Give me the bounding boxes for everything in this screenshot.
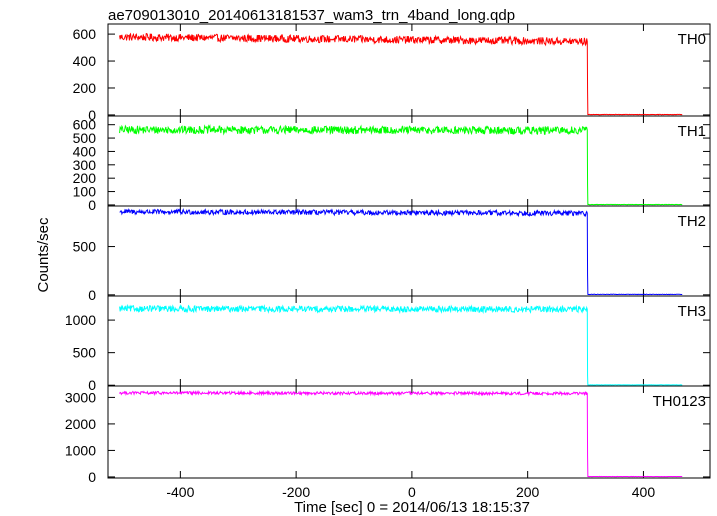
y-tick-label: 0 [88,469,96,485]
y-tick-label: 0 [88,377,96,393]
panel-th0: 0 200 400 600 TH0 [73,23,711,123]
y-tick-label: 1000 [65,312,96,328]
x-axis: -400 -200 0 200 400 [166,484,655,500]
y-tick-label: 100 [73,184,97,200]
y-tick-label: 600 [73,26,97,42]
y-tick-label: 400 [73,53,97,69]
y-tick-label: 1000 [65,442,96,458]
panel-frame [107,205,711,297]
series-line-th1 [119,123,683,206]
series-label: TH0123 [653,393,706,410]
y-tick-label: 0 [88,107,96,123]
y-tick-label: 300 [73,157,97,173]
chart-title: ae709013010_20140613181537_wam3_trn_4ban… [108,7,515,24]
y-axis-label: Counts/sec [35,217,52,293]
y-tick-label: 500 [73,239,97,255]
x-tick-label: 400 [632,484,656,500]
panel-th2: 0 500 TH2 [73,205,711,303]
y-tick-label: 400 [73,143,97,159]
series-label: TH0 [678,31,706,48]
x-tick-label: -400 [166,484,194,500]
series-label: TH2 [678,213,706,230]
y-tick-label: 600 [73,117,97,133]
y-tick-label: 500 [73,345,97,361]
y-tick-label: 2000 [65,416,96,432]
y-tick-label: 200 [73,170,97,186]
x-tick-label: -200 [282,484,310,500]
series-line-th3 [119,303,683,386]
panel-th3: 0 500 1000 TH3 [65,295,711,393]
y-tick-label: 0 [88,287,96,303]
y-tick-label: 200 [73,80,97,96]
x-tick-label: 0 [408,484,416,500]
panel-frame [107,385,711,479]
y-tick-label: 500 [73,130,97,146]
x-tick-label: 200 [516,484,540,500]
panel-th0123: 0 1000 2000 3000 TH0123 [65,385,711,485]
series-line-th0123 [119,389,683,478]
y-tick-label: 0 [88,197,96,213]
series-line-th0 [119,32,683,116]
y-tick-label: 3000 [65,389,96,405]
series-label: TH3 [678,303,706,320]
series-label: TH1 [678,123,706,140]
series-line-th2 [119,208,683,296]
x-axis-label: Time [sec] 0 = 2014/06/13 18:15:37 [294,499,530,516]
